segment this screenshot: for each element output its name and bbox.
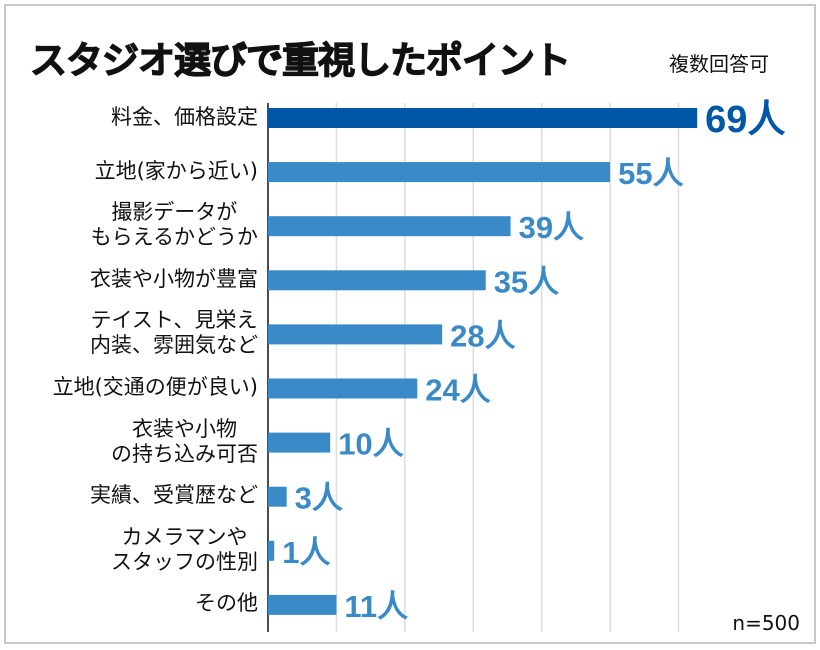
sample-size-note: n=500 bbox=[732, 611, 800, 635]
category-label: 衣装や小物 の持ち込み可否 bbox=[111, 417, 258, 467]
data-label: 11人 bbox=[344, 589, 408, 624]
category-label-line: 立地(家から近い) bbox=[94, 158, 258, 183]
category-label-line: 実績、受賞歴など bbox=[90, 483, 258, 508]
bar bbox=[268, 486, 287, 507]
category-label: 立地(交通の便が良い) bbox=[53, 375, 258, 400]
category-label: テイスト、見栄え 内装、雰囲気など bbox=[90, 308, 258, 358]
data-label: 35人 bbox=[494, 264, 559, 299]
bar bbox=[268, 270, 486, 291]
bar bbox=[268, 108, 698, 128]
data-label: 1人 bbox=[282, 535, 330, 570]
category-label-line: カメラマンや bbox=[121, 524, 248, 549]
data-label: 24人 bbox=[425, 373, 490, 408]
data-label: 3人 bbox=[295, 481, 343, 516]
category-label-line: 撮影データが bbox=[111, 200, 238, 225]
category-label-line: 衣装や小物が豊富 bbox=[90, 266, 258, 291]
bar bbox=[268, 324, 443, 345]
category-label-line: 内装、雰囲気など bbox=[90, 333, 258, 358]
category-label-line: テイスト、見栄え bbox=[90, 308, 258, 333]
category-label-line: 立地(交通の便が良い) bbox=[52, 375, 258, 399]
category-label: 衣装や小物が豊富 bbox=[90, 267, 258, 292]
chart-subtitle: 複数回答可 bbox=[669, 52, 769, 76]
category-label: カメラマンや スタッフの性別 bbox=[111, 525, 258, 575]
bar bbox=[268, 432, 331, 453]
chart-title: スタジオ選びで重視したポイント bbox=[29, 38, 571, 82]
category-label-line: の持ち込み可否 bbox=[111, 441, 258, 466]
bar bbox=[268, 540, 275, 561]
data-label: 69人 bbox=[705, 99, 785, 141]
bar bbox=[268, 162, 611, 183]
bar bbox=[268, 594, 337, 615]
data-label: 55人 bbox=[618, 156, 683, 191]
category-label: 実績、受賞歴など bbox=[90, 483, 258, 508]
bar bbox=[268, 216, 511, 237]
category-label-line: 料金、価格設定 bbox=[111, 104, 258, 129]
category-label: 料金、価格設定 bbox=[111, 105, 258, 130]
category-label-line: スタッフの性別 bbox=[111, 549, 258, 574]
category-label-line: 衣装や小物 bbox=[132, 416, 237, 441]
bar bbox=[268, 378, 418, 399]
data-label: 10人 bbox=[338, 427, 403, 462]
data-label: 28人 bbox=[450, 318, 515, 353]
category-label: その他 bbox=[195, 591, 258, 616]
category-label: 撮影データが もらえるかどうか bbox=[91, 200, 258, 250]
data-label: 39人 bbox=[519, 210, 584, 245]
category-label: 立地(家から近い) bbox=[95, 159, 258, 184]
category-label-line: もらえるかどうか bbox=[90, 225, 258, 250]
category-label-line: その他 bbox=[195, 591, 258, 616]
